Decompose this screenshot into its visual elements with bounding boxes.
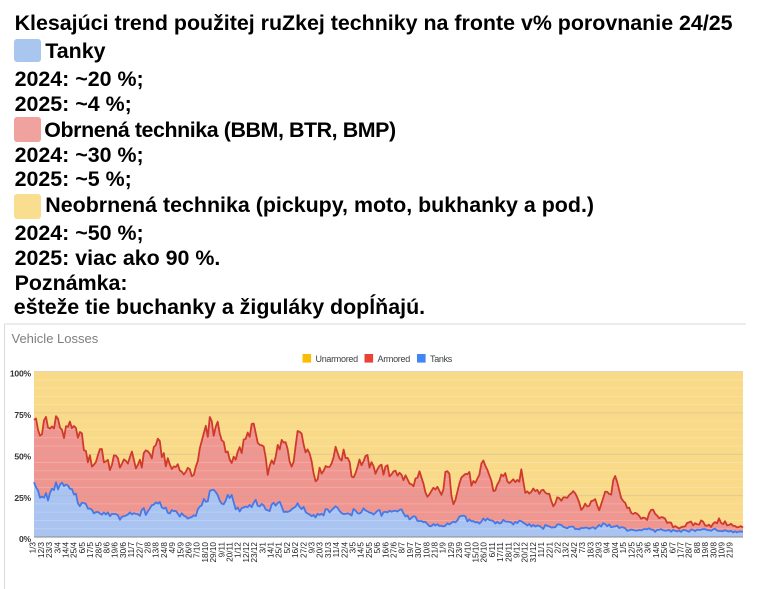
svg-text:4/10: 4/10 bbox=[463, 542, 472, 558]
svg-text:25%: 25% bbox=[14, 493, 31, 503]
svg-text:20/4: 20/4 bbox=[611, 542, 620, 558]
svg-text:1/9: 1/9 bbox=[439, 542, 448, 554]
svg-text:25/6: 25/6 bbox=[660, 542, 669, 558]
svg-text:22/7: 22/7 bbox=[135, 542, 144, 558]
svg-text:9/4: 9/4 bbox=[603, 542, 612, 554]
svg-text:11/4: 11/4 bbox=[332, 542, 341, 558]
svg-text:25/1: 25/1 bbox=[275, 542, 284, 558]
svg-text:12/5: 12/5 bbox=[627, 542, 636, 558]
svg-text:12/9: 12/9 bbox=[447, 542, 456, 558]
svg-text:23/5: 23/5 bbox=[636, 542, 645, 558]
svg-text:30/6: 30/6 bbox=[119, 542, 128, 558]
svg-text:6/7: 6/7 bbox=[668, 542, 677, 554]
svg-text:7/10: 7/10 bbox=[193, 542, 202, 558]
svg-text:1/5: 1/5 bbox=[619, 542, 628, 554]
svg-text:2/2: 2/2 bbox=[554, 542, 563, 554]
svg-text:7/3: 7/3 bbox=[578, 542, 587, 554]
svg-text:19/6: 19/6 bbox=[111, 542, 120, 558]
svg-text:28/7: 28/7 bbox=[685, 542, 694, 558]
svg-text:30/8: 30/8 bbox=[709, 542, 718, 558]
svg-text:27/2: 27/2 bbox=[299, 542, 308, 558]
svg-text:12/3: 12/3 bbox=[37, 542, 46, 558]
svg-text:3/6: 3/6 bbox=[644, 542, 653, 554]
svg-text:27/6: 27/6 bbox=[390, 542, 399, 558]
svg-text:18/10: 18/10 bbox=[201, 542, 210, 563]
svg-text:12/12: 12/12 bbox=[242, 542, 251, 563]
svg-text:11/7: 11/7 bbox=[127, 542, 136, 558]
svg-text:5/6: 5/6 bbox=[373, 542, 382, 554]
svg-text:22/1: 22/1 bbox=[545, 542, 554, 558]
svg-text:26/9: 26/9 bbox=[185, 542, 194, 558]
svg-text:100%: 100% bbox=[10, 369, 32, 379]
svg-text:11/1: 11/1 bbox=[537, 542, 546, 558]
svg-text:14/4: 14/4 bbox=[62, 542, 71, 558]
svg-text:6/11: 6/11 bbox=[488, 542, 497, 558]
svg-text:50%: 50% bbox=[14, 452, 31, 462]
svg-text:16/2: 16/2 bbox=[291, 542, 300, 558]
svg-text:8/7: 8/7 bbox=[398, 542, 407, 554]
svg-text:Unarmored: Unarmored bbox=[316, 354, 359, 364]
svg-text:1/3: 1/3 bbox=[29, 542, 38, 554]
svg-text:29/3: 29/3 bbox=[595, 542, 604, 558]
svg-text:75%: 75% bbox=[14, 410, 31, 420]
svg-text:24/2: 24/2 bbox=[570, 542, 579, 558]
svg-text:19/7: 19/7 bbox=[406, 542, 415, 558]
svg-text:22/4: 22/4 bbox=[340, 542, 349, 558]
svg-text:3/1: 3/1 bbox=[258, 542, 267, 554]
svg-text:14/5: 14/5 bbox=[357, 542, 366, 558]
svg-text:31/3: 31/3 bbox=[324, 542, 333, 558]
svg-text:14/6: 14/6 bbox=[652, 542, 661, 558]
svg-text:3/5: 3/5 bbox=[349, 542, 358, 554]
svg-text:1/12: 1/12 bbox=[234, 542, 243, 558]
svg-text:8/8: 8/8 bbox=[693, 542, 702, 554]
svg-text:17/11: 17/11 bbox=[496, 542, 505, 562]
svg-text:15/10: 15/10 bbox=[472, 542, 481, 563]
svg-text:20/11: 20/11 bbox=[226, 542, 235, 562]
svg-text:28/11: 28/11 bbox=[504, 542, 513, 562]
svg-text:5/2: 5/2 bbox=[283, 542, 292, 554]
svg-text:Tanks: Tanks bbox=[430, 354, 453, 364]
svg-text:17/7: 17/7 bbox=[677, 542, 686, 558]
svg-text:18/3: 18/3 bbox=[586, 542, 595, 558]
svg-text:21/9: 21/9 bbox=[726, 542, 735, 558]
svg-text:24/8: 24/8 bbox=[160, 542, 169, 558]
svg-text:26/10: 26/10 bbox=[480, 542, 489, 563]
svg-text:21/8: 21/8 bbox=[431, 542, 440, 558]
svg-text:6/5: 6/5 bbox=[78, 542, 87, 554]
svg-text:31/12: 31/12 bbox=[529, 542, 538, 563]
svg-text:3/4: 3/4 bbox=[53, 542, 62, 554]
svg-text:13/8: 13/8 bbox=[152, 542, 161, 558]
svg-text:17/5: 17/5 bbox=[86, 542, 95, 558]
svg-text:14/1: 14/1 bbox=[267, 542, 276, 558]
svg-text:10/9: 10/9 bbox=[718, 542, 727, 558]
svg-text:8/6: 8/6 bbox=[103, 542, 112, 554]
svg-text:20/3: 20/3 bbox=[316, 542, 325, 558]
svg-text:20/12: 20/12 bbox=[521, 542, 530, 563]
svg-text:29/10: 29/10 bbox=[209, 542, 218, 563]
svg-text:25/4: 25/4 bbox=[70, 542, 79, 558]
svg-text:0%: 0% bbox=[19, 534, 32, 544]
svg-text:10/8: 10/8 bbox=[422, 542, 431, 558]
svg-text:23/3: 23/3 bbox=[45, 542, 54, 558]
svg-text:19/8: 19/8 bbox=[701, 542, 710, 558]
svg-text:Vehicle Losses: Vehicle Losses bbox=[12, 331, 99, 346]
svg-text:9/12: 9/12 bbox=[513, 542, 522, 558]
svg-text:9/11: 9/11 bbox=[217, 542, 226, 558]
svg-text:15/9: 15/9 bbox=[176, 542, 185, 558]
svg-text:9/3: 9/3 bbox=[308, 542, 317, 554]
svg-text:2/8: 2/8 bbox=[144, 542, 153, 554]
svg-text:4/9: 4/9 bbox=[168, 542, 177, 554]
svg-text:23/9: 23/9 bbox=[455, 542, 464, 558]
svg-text:16/6: 16/6 bbox=[381, 542, 390, 558]
svg-text:25/5: 25/5 bbox=[365, 542, 374, 558]
svg-text:23/12: 23/12 bbox=[250, 542, 259, 563]
svg-text:28/5: 28/5 bbox=[94, 542, 103, 558]
svg-text:Armored: Armored bbox=[378, 354, 411, 364]
svg-text:30/7: 30/7 bbox=[414, 542, 423, 558]
svg-text:13/2: 13/2 bbox=[562, 542, 571, 558]
